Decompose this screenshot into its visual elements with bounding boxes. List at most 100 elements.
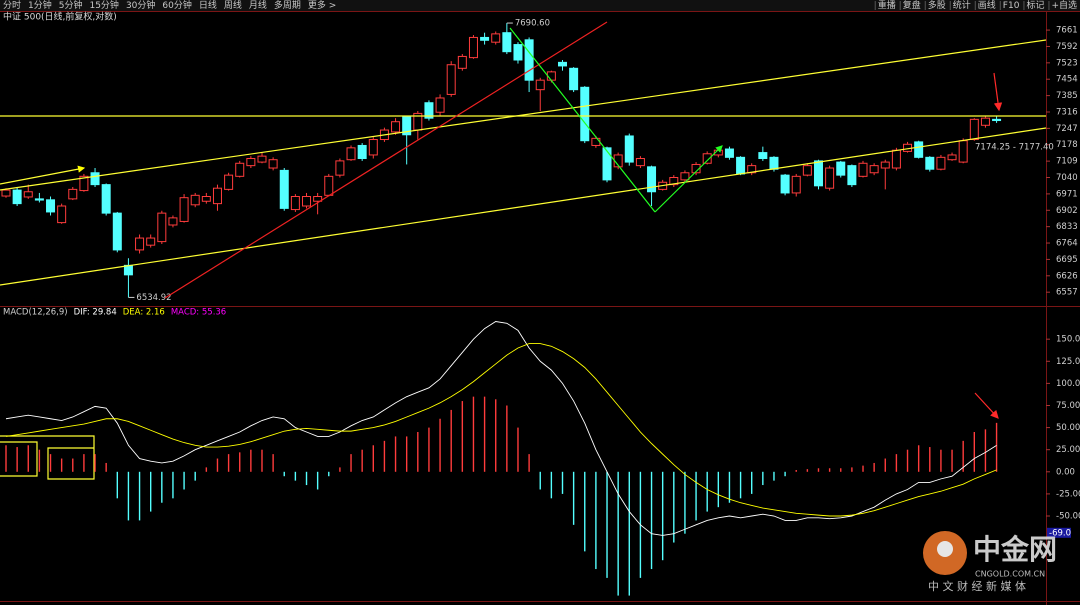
y-tick-label: 75.00	[1056, 401, 1080, 411]
y-tick-label: 6971	[1056, 189, 1078, 199]
y-tick-label: 7385	[1056, 91, 1078, 101]
watermark-slogan: 中 文 财 经 新 媒 体	[928, 579, 1026, 593]
candle-body	[313, 196, 323, 202]
frames	[0, 11, 1080, 605]
y-tick-label: 7040	[1056, 173, 1078, 183]
toolbar-button[interactable]: F10	[1003, 1, 1020, 11]
candle-body	[335, 160, 345, 176]
candle-body	[34, 198, 44, 201]
toolbar-button[interactable]: 15分钟	[89, 0, 118, 11]
candle-body	[825, 167, 835, 189]
toolbar-bg	[0, 0, 1080, 11]
y-tick-label: 6695	[1056, 255, 1078, 265]
candle-body	[480, 36, 490, 41]
annotation: 6534.92	[136, 293, 171, 303]
toolbar-button[interactable]: 周线	[224, 0, 242, 11]
candle-body	[368, 139, 378, 156]
toolbar-button[interactable]: 多周期	[274, 0, 301, 11]
toolbar-button[interactable]: 多股	[928, 0, 946, 11]
candle-body	[791, 175, 801, 194]
y-tick-label: 7454	[1056, 75, 1078, 85]
candle-body	[936, 156, 946, 170]
candle-body	[279, 169, 289, 209]
toolbar-button[interactable]: 1分钟	[28, 0, 52, 11]
candle-body	[914, 141, 924, 158]
toolbar-button[interactable]: 60分钟	[162, 0, 191, 11]
toolbar-button[interactable]: 标记	[1026, 0, 1044, 11]
chart-title: 中证 500(日线,前复权,对数)	[3, 11, 117, 23]
y-tick-label: 7523	[1056, 58, 1078, 68]
y-tick-label: -25.00	[1056, 489, 1080, 499]
candle-body	[702, 153, 712, 164]
candle-body	[123, 264, 133, 276]
toolbar-button[interactable]: +自选	[1051, 0, 1077, 11]
toolbar-button[interactable]: 统计	[953, 0, 971, 11]
y-tick-label: 7592	[1056, 42, 1078, 52]
watermark-name: 中金网	[973, 533, 1057, 566]
logo	[937, 541, 953, 557]
toolbar-button[interactable]: 重播	[878, 0, 896, 11]
candle-body	[190, 194, 200, 206]
y-tick-label: 25.00	[1056, 445, 1080, 455]
indicator-label: MACD(12,26,9)	[3, 308, 68, 318]
trend-line	[164, 21, 608, 299]
candle-body	[135, 237, 145, 251]
candle-body	[524, 39, 534, 81]
candle-body	[769, 156, 779, 170]
y-tick-label: 0.00	[1056, 467, 1075, 477]
candle-body	[647, 166, 657, 193]
candle-body	[402, 116, 412, 136]
toolbar-button[interactable]: 5分钟	[59, 0, 83, 11]
candle-body	[1, 189, 11, 197]
candle-body	[925, 156, 935, 170]
candle-body	[680, 172, 690, 181]
candle-body	[880, 161, 890, 169]
candle-body	[212, 187, 222, 205]
arrow	[0, 165, 86, 185]
y-tick-label: 7178	[1056, 140, 1078, 150]
toolbar-button[interactable]: 复盘	[903, 0, 921, 11]
candle-body	[224, 174, 234, 190]
wave-line	[509, 27, 656, 213]
legend-entry: DEA: 2.16	[123, 308, 165, 318]
candle-body	[290, 196, 300, 211]
candle-body	[758, 152, 768, 160]
candle-body	[491, 33, 501, 43]
candle-body	[112, 212, 122, 251]
candle-body	[57, 205, 67, 224]
candle-body	[68, 188, 78, 200]
candle-body	[302, 196, 312, 207]
candle-body	[669, 177, 679, 186]
y-tick-label: -50.00	[1056, 512, 1080, 522]
candle-body	[468, 36, 478, 59]
candle-body	[947, 154, 957, 161]
candle-body	[79, 175, 89, 192]
candle-body	[580, 86, 590, 142]
candle-body	[869, 165, 879, 174]
macd-line	[5, 321, 997, 536]
candle-body	[980, 117, 990, 126]
candle-body	[780, 174, 790, 194]
candle-body	[691, 163, 701, 174]
macd-line	[5, 343, 997, 517]
y-tick-label: 7247	[1056, 124, 1078, 134]
y-tick-label: 6626	[1056, 271, 1078, 281]
toolbar-button[interactable]: 日线	[199, 0, 217, 11]
channel-line	[0, 127, 1047, 286]
toolbar-button[interactable]: 30分钟	[126, 0, 155, 11]
toolbar-button[interactable]: 分时	[3, 0, 21, 11]
candle-body	[736, 156, 746, 175]
toolbar-button[interactable]: 画线	[978, 0, 996, 11]
candle-body	[513, 44, 523, 61]
arrow	[654, 145, 723, 213]
arrow	[974, 392, 999, 419]
annotation: 7690.60	[515, 19, 550, 29]
y-tick-label: 7661	[1056, 26, 1078, 36]
candle-body	[836, 161, 846, 176]
candle-body	[201, 196, 211, 202]
candle-body	[257, 155, 267, 163]
toolbar-button[interactable]: 月线	[249, 0, 267, 11]
toolbar-button[interactable]: 更多 >	[308, 0, 336, 11]
